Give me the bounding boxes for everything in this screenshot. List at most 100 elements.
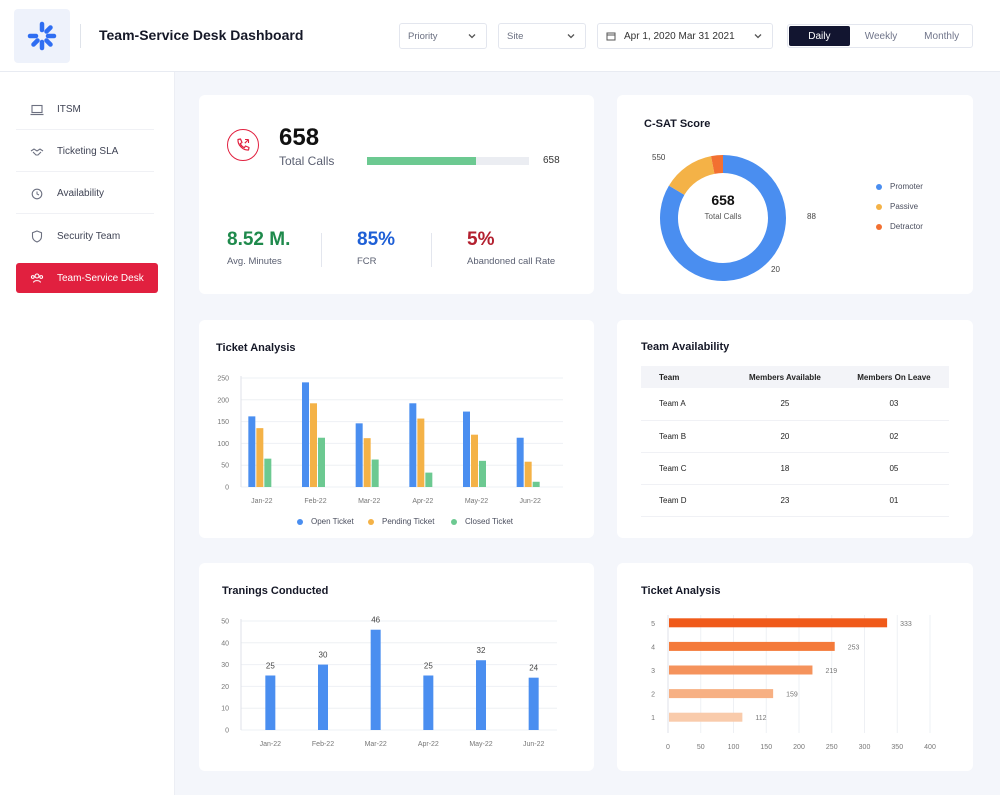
bar-pending-ticket[interactable] (256, 428, 264, 487)
sidebar-item-security-team[interactable]: Security Team (16, 216, 154, 256)
bar-pending-ticket[interactable] (524, 461, 532, 487)
bar-value-label: 32 (477, 646, 486, 655)
bar-open-ticket[interactable] (302, 382, 309, 487)
bar-pending-ticket[interactable] (417, 418, 425, 487)
sidebar-item-label: Ticketing SLA (57, 146, 119, 157)
bar-pending-ticket[interactable] (310, 403, 317, 487)
bar-trainings[interactable] (265, 675, 276, 731)
x-tick-label: 200 (793, 744, 805, 751)
top-header: Team-Service Desk Dashboard Priority Sit… (0, 0, 1000, 72)
bar-open-ticket[interactable] (516, 437, 524, 487)
bar-category-1[interactable] (669, 712, 743, 722)
period-daily[interactable]: Daily (789, 26, 850, 46)
y-tick-label: 50 (221, 463, 229, 470)
logo-icon (27, 21, 57, 51)
total-calls-card: 658 Total Calls 658 8.52 M. Avg. Minutes… (199, 95, 594, 294)
donut-slice-promoter[interactable] (660, 155, 786, 281)
sidebar-item-label: Security Team (57, 230, 121, 242)
x-tick-label: Jun-22 (523, 741, 545, 748)
sidebar-item-itsm[interactable]: ITSM (16, 90, 154, 130)
priority-dropdown[interactable]: Priority (399, 23, 487, 49)
site-dropdown[interactable]: Site (498, 23, 586, 49)
bar-closed-ticket[interactable] (371, 459, 379, 487)
column-header: Team (641, 366, 731, 388)
bar-pending-ticket[interactable] (363, 438, 371, 487)
x-tick-label: May-22 (469, 741, 492, 748)
csat-donut-chart: 550 88 20 658 Total Calls (652, 153, 816, 281)
bar-value-label: 30 (319, 651, 328, 660)
legend-open-ticket: Open Ticket (297, 517, 354, 526)
table-row: Team C 18 05 (641, 452, 949, 485)
y-tick-label: 10 (221, 706, 229, 713)
bar-category-2[interactable] (669, 689, 774, 699)
legend-pending-ticket: Pending Ticket (368, 517, 434, 526)
sidebar: ITSM Ticketing SLA Availability Security… (0, 72, 175, 795)
legend-closed-ticket: Closed Ticket (451, 517, 513, 526)
bar-closed-ticket[interactable] (532, 481, 540, 487)
table-row: Team D 23 01 (641, 484, 949, 517)
y-tick-label: 50 (221, 619, 229, 626)
bar-value-label: 219 (825, 668, 837, 675)
bar-closed-ticket[interactable] (479, 460, 486, 487)
date-range-picker[interactable]: Apr 1, 2020 Mar 31 2021 (597, 23, 773, 49)
donut-center-value: 658 (711, 192, 735, 208)
period-weekly[interactable]: Weekly (864, 30, 898, 42)
bar-trainings[interactable] (370, 629, 381, 730)
ticket-analysis-horizontal-card: Ticket Analysis 0 50 100 150 200 250 300 350 400… (617, 563, 973, 771)
calls-progress-value: 658 (543, 155, 560, 166)
y-tick-label: 150 (217, 419, 229, 426)
bar-open-ticket[interactable] (409, 403, 417, 487)
donut-slice-label: 20 (771, 265, 780, 274)
bar-pending-ticket[interactable] (471, 434, 478, 487)
bar-value-label: 159 (786, 692, 798, 699)
team-availability-card: Team Availability Team Members Available… (617, 320, 973, 538)
bar-trainings[interactable] (318, 664, 328, 730)
y-tick-label: 3 (651, 668, 655, 675)
y-tick-label: 2 (651, 692, 655, 699)
phone-call-icon (227, 129, 259, 161)
bar-value-label: 25 (424, 662, 433, 671)
y-tick-label: 200 (217, 397, 229, 404)
bar-closed-ticket[interactable] (318, 437, 325, 487)
bar-value-label: 46 (371, 616, 380, 625)
bar-value-label: 333 (900, 621, 912, 628)
metric-avg-minutes: 8.52 M. Avg. Minutes (227, 229, 290, 267)
sidebar-item-ticketing-sla[interactable]: Ticketing SLA (16, 132, 154, 172)
bar-closed-ticket[interactable] (425, 472, 433, 487)
x-tick-label: Apr-22 (412, 498, 433, 505)
x-tick-label: Jun-22 (519, 498, 541, 505)
csat-title: C-SAT Score (644, 118, 711, 130)
csat-card: C-SAT Score 550 88 20 658 Total Calls Promot… (617, 95, 973, 294)
bar-closed-ticket[interactable] (264, 458, 272, 487)
bar-category-4[interactable] (669, 641, 835, 651)
bar-trainings[interactable] (476, 660, 486, 730)
bar-category-3[interactable] (669, 665, 813, 675)
bar-open-ticket[interactable] (248, 416, 256, 487)
y-tick-label: 40 (221, 640, 229, 647)
chevron-down-icon (468, 34, 476, 39)
metric-value: 5% (467, 229, 495, 250)
bar-category-5[interactable] (669, 618, 888, 628)
x-tick-label: 50 (697, 744, 705, 751)
period-monthly[interactable]: Monthly (924, 30, 960, 42)
y-tick-label: 5 (651, 621, 655, 628)
app-logo[interactable] (14, 9, 70, 63)
bar-open-ticket[interactable] (463, 411, 470, 487)
sidebar-item-availability[interactable]: Availability (16, 174, 154, 214)
clock-icon (29, 186, 45, 202)
ticket-analysis-horizontal-chart: 0 50 100 150 200 250 300 350 400 5 333 4 253 3 219 2 159… (651, 615, 936, 751)
sidebar-item-label: ITSM (57, 104, 81, 115)
bar-trainings[interactable] (423, 675, 434, 731)
period-toggle: Daily Weekly Monthly (787, 24, 973, 48)
bar-open-ticket[interactable] (355, 423, 363, 487)
sidebar-item-team-service-desk[interactable]: Team-Service Desk (16, 263, 158, 293)
chevron-down-icon (754, 34, 762, 39)
ticket-analysis-title: Ticket Analysis (216, 342, 296, 354)
total-calls-label: Total Calls (279, 154, 335, 168)
x-tick-label: 400 (924, 744, 936, 751)
x-tick-label: Apr-22 (418, 741, 439, 748)
donut-slice-passive[interactable] (668, 156, 715, 196)
bar-trainings[interactable] (528, 677, 539, 730)
trainings-title: Tranings Conducted (222, 585, 329, 597)
donut-slice-detractor[interactable] (711, 155, 724, 174)
